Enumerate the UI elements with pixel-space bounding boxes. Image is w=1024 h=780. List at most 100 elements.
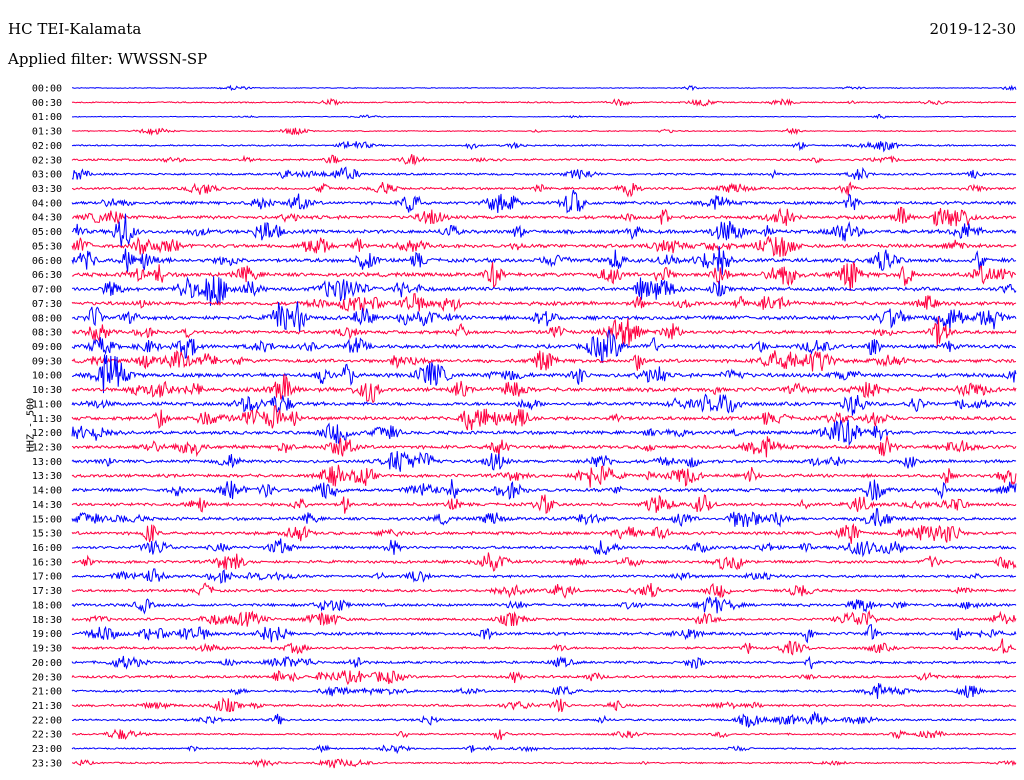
- trace-line: [71, 552, 1017, 572]
- station-title: HC TEI-Kalamata: [8, 20, 142, 38]
- trace-line: [71, 235, 1017, 257]
- row-label: 14:00: [32, 486, 62, 497]
- row-label: 19:00: [32, 629, 62, 640]
- row-label: 16:00: [32, 543, 62, 554]
- trace-line: [71, 276, 1017, 306]
- trace-line: [71, 610, 1017, 627]
- row-label: 12:30: [32, 443, 62, 454]
- trace-line: [71, 508, 1017, 528]
- trace-line: [71, 316, 1017, 348]
- row-label: 03:30: [32, 184, 62, 195]
- row-label: 07:30: [32, 299, 62, 310]
- trace-line: [71, 189, 1017, 214]
- trace-line: [71, 349, 1016, 372]
- row-label: 11:30: [32, 414, 62, 425]
- row-label: 13:30: [32, 471, 62, 482]
- trace-line: [71, 181, 1017, 198]
- row-label: 10:30: [32, 385, 62, 396]
- row-label: 18:30: [32, 615, 62, 626]
- trace-line: [71, 206, 1017, 227]
- row-label: 02:00: [32, 141, 62, 152]
- trace-line: [71, 245, 1017, 275]
- trace-line: [71, 655, 1017, 670]
- trace-line: [71, 113, 1017, 120]
- row-label: 21:30: [32, 701, 62, 712]
- row-label: 23:00: [32, 744, 62, 755]
- trace-line: [71, 329, 1016, 364]
- trace-line: [71, 261, 1017, 291]
- row-label: 09:00: [32, 342, 62, 353]
- trace-line: [71, 697, 1017, 713]
- trace-line: [71, 464, 1017, 488]
- row-label: 01:30: [32, 127, 62, 138]
- row-label: 22:00: [32, 715, 62, 726]
- trace-line: [71, 682, 1017, 699]
- filter-label: Applied filter: WWSSN-SP: [8, 50, 208, 68]
- trace-line: [71, 301, 1017, 333]
- trace-line: [72, 84, 1017, 92]
- date-label: 2019-12-30: [929, 20, 1016, 38]
- trace-line: [71, 538, 1017, 558]
- trace-line: [71, 405, 1017, 431]
- trace-line: [71, 670, 1017, 686]
- row-label: 18:00: [32, 600, 62, 611]
- row-label: 08:30: [32, 328, 62, 339]
- row-label: 00:00: [32, 84, 62, 95]
- row-label: 15:30: [32, 529, 62, 540]
- row-label: 00:30: [32, 98, 62, 109]
- row-label: 08:00: [32, 313, 62, 324]
- trace-line: [71, 213, 1017, 247]
- trace-line: [71, 728, 1017, 741]
- trace-line: [71, 758, 1017, 769]
- row-label: 07:00: [32, 285, 62, 296]
- trace-line: [71, 582, 1017, 599]
- row-label: 12:00: [32, 428, 62, 439]
- trace-line: [71, 451, 1017, 472]
- trace-line: [71, 393, 1017, 416]
- row-label: 05:30: [32, 241, 62, 252]
- row-label: 16:30: [32, 557, 62, 568]
- trace-line: [71, 127, 1017, 137]
- row-label: 21:00: [32, 687, 62, 698]
- trace-line: [71, 154, 1017, 166]
- row-label: 01:00: [32, 112, 62, 123]
- trace-line: [71, 744, 1017, 755]
- trace-line: [71, 373, 1017, 404]
- trace-line: [71, 595, 1017, 615]
- trace-line: [71, 354, 1017, 394]
- row-label: 06:30: [32, 270, 62, 281]
- trace-line: [71, 494, 1017, 514]
- row-label: 09:30: [32, 356, 62, 367]
- row-label: 11:00: [32, 399, 62, 410]
- trace-line: [71, 435, 1017, 458]
- trace-line: [71, 710, 1017, 729]
- row-label: 14:30: [32, 500, 62, 511]
- trace-line: [71, 97, 1017, 107]
- trace-line: [71, 166, 1017, 181]
- trace-line: [71, 624, 1017, 644]
- row-label: 10:00: [32, 371, 62, 382]
- row-label: 17:00: [32, 572, 62, 583]
- row-label: 04:00: [32, 198, 62, 209]
- row-label: 04:30: [32, 213, 62, 224]
- row-label: 15:00: [32, 514, 62, 525]
- trace-line: [71, 419, 1017, 447]
- row-label: 20:00: [32, 658, 62, 669]
- row-label: 06:00: [32, 256, 62, 267]
- row-label: 22:30: [32, 730, 62, 741]
- trace-line: [71, 140, 1017, 153]
- row-label: 20:30: [32, 672, 62, 683]
- row-label: 05:00: [32, 227, 62, 238]
- trace-line: [71, 568, 1017, 584]
- row-label: 17:30: [32, 586, 62, 597]
- trace-line: [71, 522, 1017, 544]
- trace-line: [71, 292, 1017, 313]
- row-label: 19:30: [32, 644, 62, 655]
- trace-line: [71, 638, 1017, 656]
- trace-line: [71, 479, 1017, 501]
- row-label: 03:00: [32, 170, 62, 181]
- row-label: 23:30: [32, 758, 62, 769]
- row-label: 02:30: [32, 155, 62, 166]
- row-label: 13:00: [32, 457, 62, 468]
